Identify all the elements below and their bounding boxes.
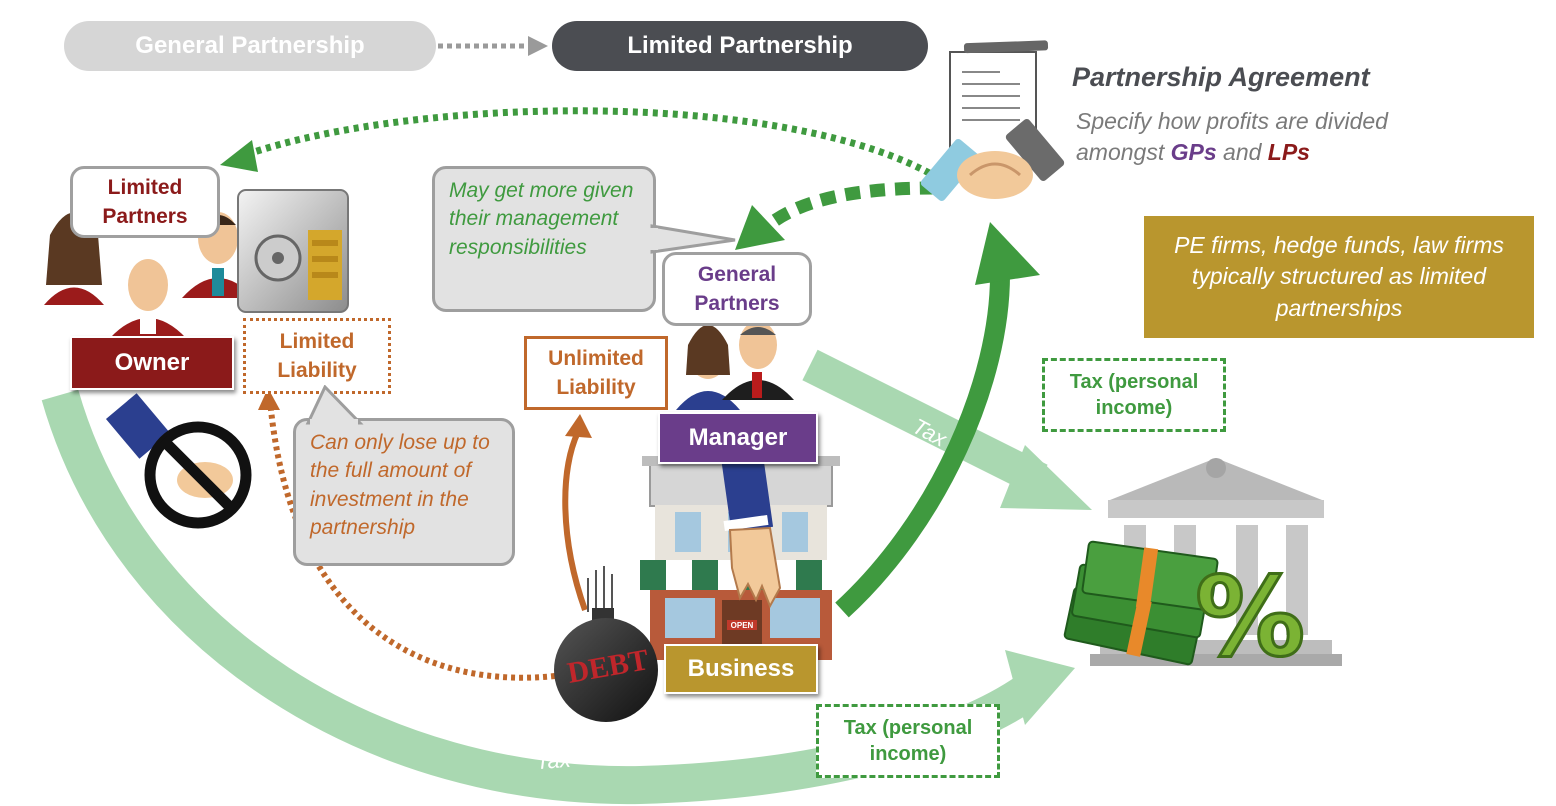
business-to-agreement-arrow bbox=[835, 222, 1040, 618]
gps-label: GPs bbox=[1170, 139, 1217, 166]
hand-icon bbox=[721, 452, 782, 609]
svg-text:%: % bbox=[1195, 553, 1305, 681]
person-icon bbox=[722, 321, 794, 400]
agreement-to-lp-arrow bbox=[220, 107, 940, 182]
lps-label: LPs bbox=[1267, 139, 1310, 166]
tax-personal-income-top: Tax (personal income) bbox=[1042, 358, 1226, 432]
limited-partners-label: Limited Partners bbox=[70, 166, 220, 238]
note-pointer-gp bbox=[650, 224, 736, 254]
pe-note: PE firms, hedge funds, law firms typical… bbox=[1144, 216, 1534, 338]
agreement-desc-and: and bbox=[1216, 139, 1268, 166]
limited-liability-note: Can only lose up to the full amount of i… bbox=[293, 418, 515, 566]
person-icon bbox=[110, 259, 186, 338]
agreement-to-gp-arrow bbox=[735, 181, 936, 250]
handshake-icon bbox=[920, 40, 1065, 201]
general-partners-note: May get more given their management resp… bbox=[432, 166, 656, 312]
agreement-desc-line1: Specify how profits are divided bbox=[1076, 108, 1388, 134]
unlimited-liability-box: Unlimited Liability bbox=[524, 336, 668, 410]
note-pointer-lp bbox=[305, 385, 364, 425]
general-partners-label: General Partners bbox=[662, 252, 812, 326]
open-sign: OPEN bbox=[731, 621, 754, 630]
manager-tag: Manager bbox=[658, 412, 818, 464]
manager-tax-arrow bbox=[802, 349, 1092, 510]
person-icon bbox=[182, 212, 254, 298]
percent-icon: % bbox=[1194, 552, 1307, 683]
safe-icon bbox=[237, 189, 349, 313]
tax-arrow-label-bottom: Tax bbox=[535, 746, 572, 775]
no-handshake-icon bbox=[105, 393, 252, 529]
limited-partnership-pill: Limited Partnership bbox=[552, 21, 928, 71]
agreement-title: Partnership Agreement bbox=[1072, 62, 1370, 92]
tax-personal-income-bottom: Tax (personal income) bbox=[816, 704, 1000, 778]
debt-to-unlimited-liability-arrow bbox=[562, 414, 592, 612]
agreement-desc-prefix: amongst bbox=[1076, 139, 1171, 166]
person-icon bbox=[676, 325, 740, 410]
general-partnership-pill: General Partnership bbox=[64, 21, 436, 71]
general-partners-people bbox=[676, 321, 794, 410]
agreement-description: Specify how profits are divided amongst … bbox=[1076, 106, 1388, 168]
business-tag: Business bbox=[664, 644, 818, 694]
debt-ball-icon bbox=[554, 566, 658, 722]
owner-tag: Owner bbox=[70, 336, 234, 390]
debt-to-limited-liability-arrow bbox=[258, 388, 556, 681]
limited-liability-box: Limited Liability bbox=[243, 318, 391, 394]
header-connector-arrow bbox=[438, 36, 548, 56]
money-icon bbox=[1063, 540, 1219, 666]
